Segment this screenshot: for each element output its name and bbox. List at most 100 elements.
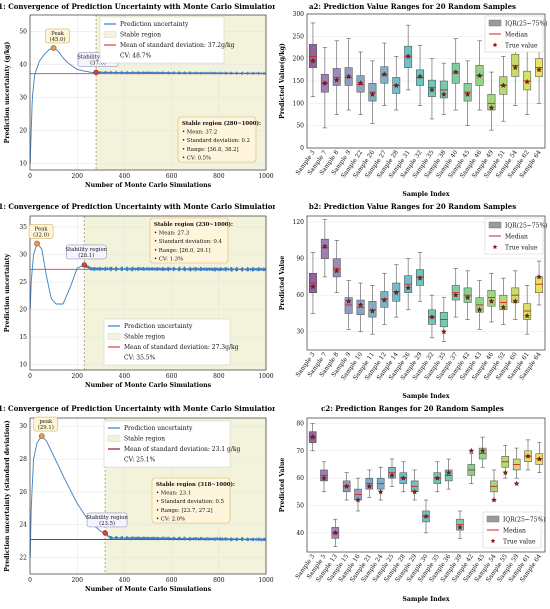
x-axis-label: Number of Monte Carlo Simulations	[85, 182, 212, 189]
stats-box-frame	[149, 217, 229, 264]
true-value-marker	[441, 91, 447, 97]
y-tick-label: 20	[19, 307, 27, 314]
box-3	[332, 240, 341, 294]
box-13	[451, 268, 460, 318]
stats-line: • Range: [23.7, 27.2]	[156, 508, 213, 514]
legend-swatch	[486, 515, 500, 523]
peak-marker	[34, 240, 40, 247]
true-value-marker	[393, 289, 400, 296]
true-value-marker	[457, 524, 463, 530]
box-6	[368, 285, 377, 335]
peak-label: Peak	[35, 227, 49, 233]
peak-value: (32.0)	[33, 232, 49, 239]
legend-entry: Stable region	[124, 334, 165, 341]
legend-entry: Stable region	[120, 32, 161, 39]
x-tick-label: 400	[119, 577, 131, 584]
y-tick-label: 30	[19, 423, 27, 430]
box-8	[392, 56, 401, 111]
y-tick-label: 40	[19, 61, 27, 68]
peak-annotation-box	[45, 28, 70, 44]
box-17	[499, 277, 508, 325]
x-tick-label: 600	[166, 373, 178, 380]
iqr-box	[535, 276, 543, 293]
true-value-marker	[512, 298, 519, 304]
y-tick-label: 30	[19, 252, 27, 259]
box-4	[344, 38, 353, 111]
y-tick-label: 50	[19, 28, 27, 35]
true-value-marker	[429, 86, 435, 93]
true-value-marker	[389, 472, 395, 478]
y-tick-label: 35	[19, 224, 27, 231]
stability-marker	[81, 262, 87, 268]
true-value-marker	[536, 273, 542, 280]
plot-frame	[29, 417, 267, 575]
stats-heading: Stable region (318~1000):	[156, 481, 235, 488]
iqr-box	[487, 94, 496, 111]
uncertainty-line	[29, 47, 267, 164]
true-value-marker	[468, 447, 475, 454]
stability-marker	[102, 530, 108, 536]
stats-box-frame	[151, 477, 231, 524]
box-11	[428, 58, 436, 120]
y-tick-label: 60	[296, 475, 304, 482]
legend-box	[103, 318, 231, 366]
legend-box	[103, 420, 231, 468]
box-7	[376, 466, 385, 501]
chart-title: c1: Convergence of Prediction Uncertaint…	[0, 404, 275, 413]
y-tick-label: 30	[296, 329, 304, 336]
peak-annotation: peak(29.1)	[33, 416, 59, 432]
legend-entry: IQR(25~75%)	[505, 223, 548, 230]
legend-entry: CV: 25.1%	[124, 457, 156, 464]
y-tick-label: 20	[19, 127, 27, 134]
legend-swatch	[107, 333, 121, 340]
legend-swatch	[107, 435, 121, 442]
chart-title: c2: Prediction Ranges for 20 Random Samp…	[321, 404, 504, 413]
true-value-marker	[405, 53, 411, 59]
box-14	[463, 270, 472, 320]
stats-box-frame	[177, 116, 257, 163]
chart-title: a1: Convergence of Prediction Uncertaint…	[0, 2, 275, 11]
chart-c2: c2: Prediction Ranges for 20 Random Samp…	[275, 402, 550, 609]
legend-box	[99, 16, 225, 64]
true-value-marker	[525, 453, 531, 459]
legend-entry: IQR(25~75%)	[505, 21, 548, 28]
true-value-marker	[452, 69, 459, 75]
y-tick-label: 50	[296, 123, 304, 130]
chart-c1-svg: c1: Convergence of Prediction Uncertaint…	[0, 404, 281, 593]
legend: IQR(25~75%) Median True value	[482, 511, 546, 549]
legend-entry: True value	[505, 43, 538, 50]
x-tick-label: 1000	[258, 577, 273, 584]
box-13	[444, 458, 453, 490]
legend-entry: Prediction uncertainty	[124, 323, 193, 330]
box-5	[356, 51, 365, 115]
box-6	[368, 60, 377, 124]
peak-label: peak	[39, 419, 53, 425]
box-19	[523, 285, 532, 335]
iqr-box	[523, 303, 532, 320]
legend-entry: CV: 48.7%	[120, 53, 152, 60]
box-20	[535, 260, 543, 306]
legend-entry: Median	[505, 234, 528, 241]
true-value-marker	[502, 469, 509, 476]
y-tick-label: 10	[19, 362, 27, 369]
box-19	[523, 44, 532, 115]
legend: IQR(25~75%) Median True value	[484, 217, 548, 255]
chart-c2-svg: c2: Prediction Ranges for 20 Random Samp…	[279, 404, 546, 603]
true-value-marker	[381, 297, 388, 303]
peak-annotation: Peak(32.0)	[28, 224, 54, 239]
box-12	[439, 62, 448, 115]
true-value-marker	[500, 304, 507, 310]
box-1	[309, 252, 317, 314]
iqr-box	[344, 297, 353, 314]
plot-frame	[29, 215, 267, 371]
y-axis-label: Prediction uncertainty (g/kg)	[4, 42, 11, 144]
box-16	[487, 71, 496, 131]
box-10	[416, 252, 424, 302]
box-14	[456, 510, 464, 539]
stats-line: • Range: [36.8, 38.2]	[182, 147, 239, 153]
stability-label: Stability region	[66, 247, 108, 253]
x-tick-label: 1000	[258, 173, 273, 180]
stats-line: • Mean: 23.1	[156, 491, 191, 497]
legend-entry: Mean of standard deviation: 37.2g/kg	[120, 42, 235, 49]
chart-b1-svg: b1: Convergence of Prediction Uncertaint…	[0, 202, 281, 389]
